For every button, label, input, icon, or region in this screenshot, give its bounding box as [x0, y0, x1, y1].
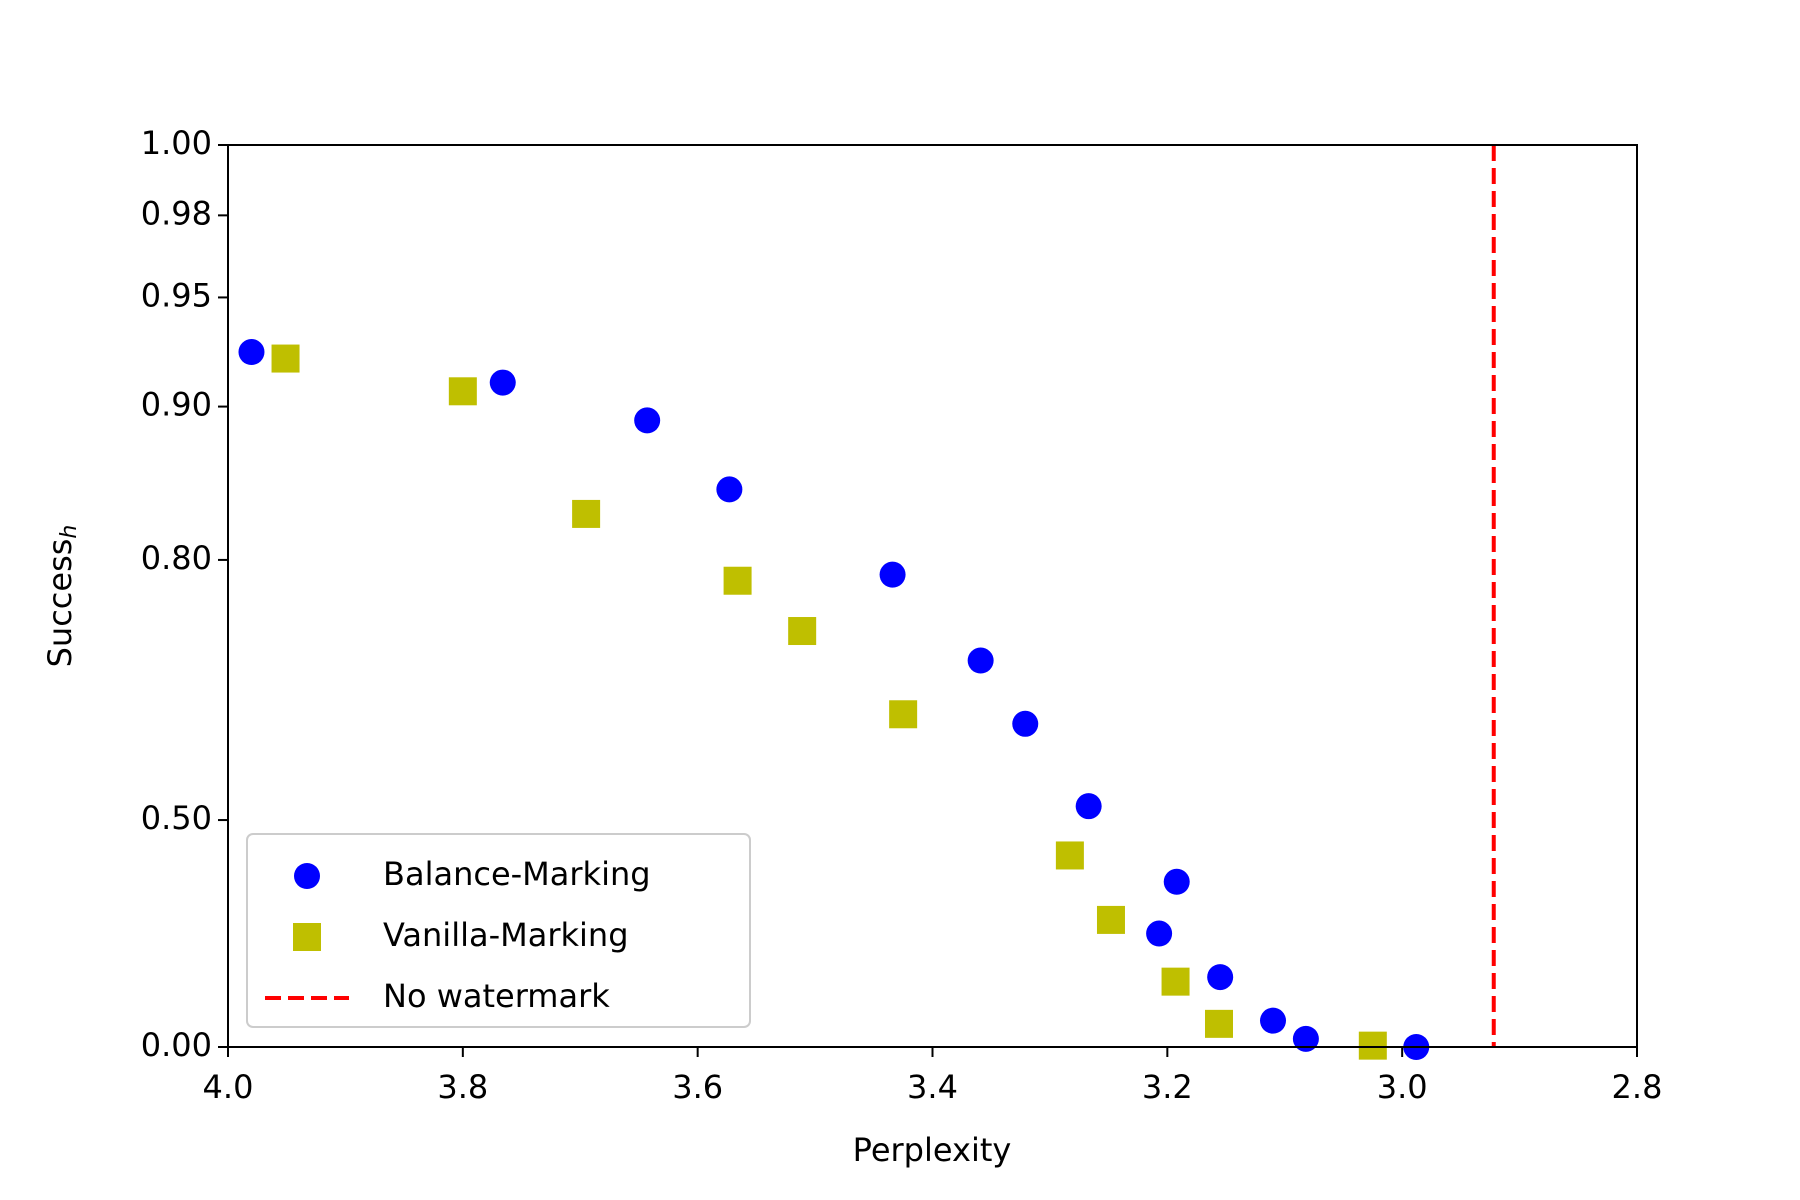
- y-tick-label: 0.95: [141, 276, 212, 314]
- x-tick-label: 2.8: [1612, 1068, 1663, 1106]
- legend-label: Vanilla-Marking: [383, 916, 629, 954]
- y-tick-label: 1.00: [141, 124, 212, 162]
- legend-marker: [294, 863, 320, 889]
- y-tick-label: 0.90: [141, 386, 212, 424]
- y-tick-label: 0.98: [141, 194, 212, 232]
- point: [716, 476, 743, 503]
- y-tick-label: 0.50: [141, 799, 212, 837]
- point: [967, 647, 994, 674]
- point: [1096, 905, 1125, 934]
- x-tick-label: 3.6: [672, 1068, 723, 1106]
- y-tick-label: 0.00: [141, 1026, 212, 1064]
- point: [788, 617, 817, 646]
- plot-frame: [227, 144, 1638, 1048]
- y-axis-label: Successh: [41, 525, 82, 668]
- point: [238, 339, 265, 366]
- point: [889, 700, 918, 729]
- point: [1358, 1031, 1387, 1060]
- point: [1161, 967, 1190, 996]
- point: [723, 566, 752, 595]
- x-axis-label: Perplexity: [853, 1131, 1012, 1169]
- x-tick-label: 4.0: [203, 1068, 254, 1106]
- point: [489, 369, 516, 396]
- point: [1260, 1007, 1287, 1034]
- legend-label: No watermark: [383, 977, 610, 1015]
- point: [1146, 920, 1173, 947]
- y-axis-label-main: Success: [41, 539, 79, 668]
- point: [1204, 1009, 1233, 1038]
- x-tick-label: 3.8: [437, 1068, 488, 1106]
- point: [879, 561, 906, 588]
- point: [1055, 841, 1084, 870]
- point: [572, 499, 601, 528]
- point: [1292, 1025, 1319, 1052]
- x-tick-label: 3.4: [907, 1068, 958, 1106]
- legend-label: Balance-Marking: [383, 855, 651, 893]
- legend-box: [246, 833, 751, 1028]
- point: [448, 377, 477, 406]
- x-tick-label: 3.0: [1377, 1068, 1428, 1106]
- point: [1163, 868, 1190, 895]
- point: [1207, 964, 1234, 991]
- y-axis-label-subscript: h: [57, 525, 82, 539]
- point: [1012, 710, 1039, 737]
- point: [271, 344, 300, 373]
- point: [634, 407, 661, 434]
- y-tick-label: 0.80: [141, 539, 212, 577]
- x-tick-label: 3.2: [1142, 1068, 1193, 1106]
- legend-marker: [293, 923, 321, 951]
- point: [1075, 793, 1102, 820]
